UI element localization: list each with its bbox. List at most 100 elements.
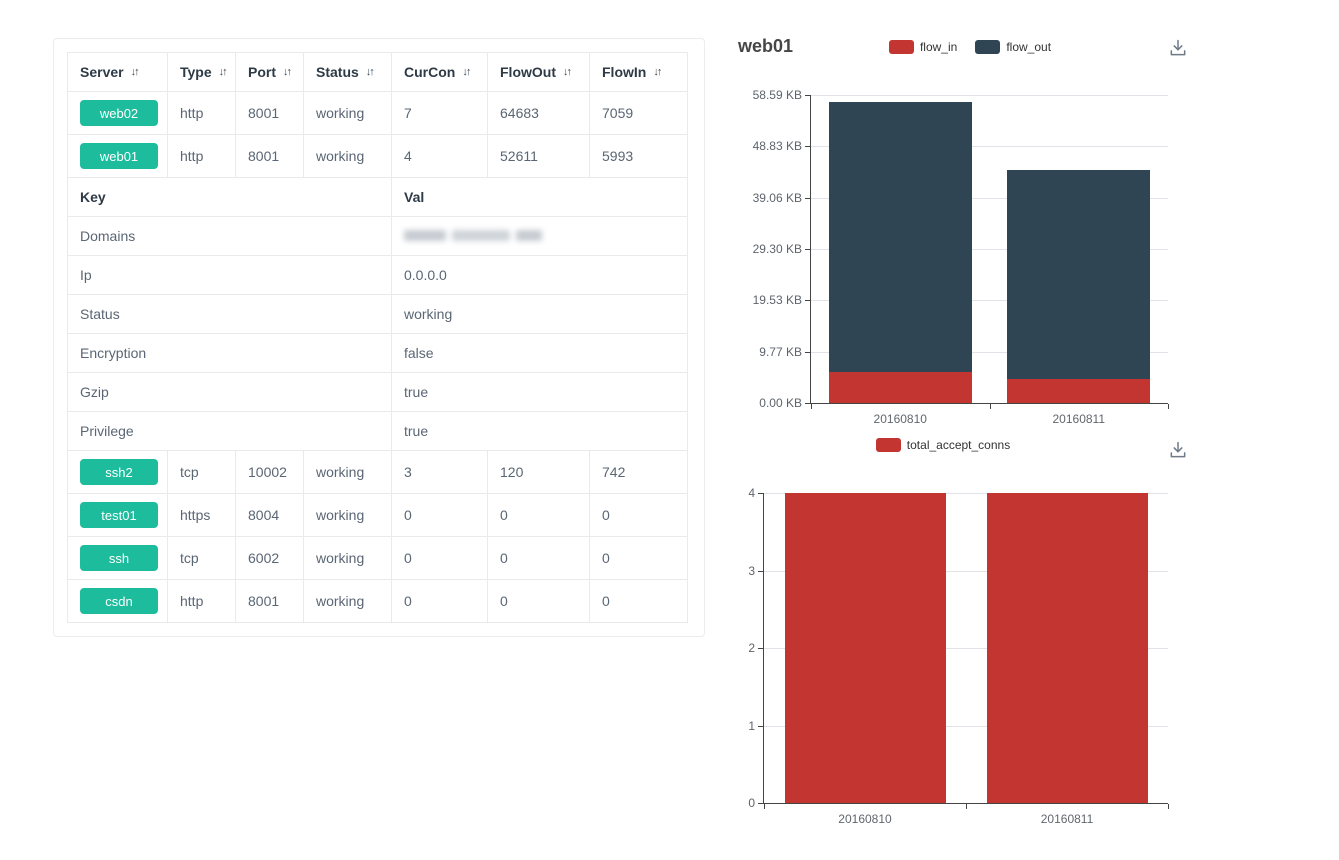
y-axis-label: 0.00 KB: [759, 396, 802, 410]
server-badge-test01[interactable]: test01: [80, 502, 158, 528]
legend-item-flow_in[interactable]: flow_in: [888, 40, 958, 54]
bar-segment-total_accept_conns: [784, 493, 946, 803]
column-label: FlowOut: [500, 64, 556, 80]
x-axis-label: 20160810: [838, 812, 892, 826]
server-cell: web02: [67, 91, 168, 135]
sort-icon[interactable]: ↓↑: [218, 66, 228, 78]
gridline: [764, 493, 1168, 494]
server-row-web02: web02 http 8001 working 7 64683 7059: [67, 91, 688, 135]
detail-row-ip: Ip 0.0.0.0: [67, 255, 688, 295]
detail-key-cell: Ip: [67, 255, 392, 295]
port-cell: 6002: [235, 536, 304, 580]
curcon-cell: 0: [391, 536, 488, 580]
y-axis-tick: [758, 803, 763, 804]
detail-row-gzip: Gzip true: [67, 372, 688, 412]
save-as-image-icon-flow-chart[interactable]: [1168, 38, 1188, 58]
server-row-ssh2: ssh2 tcp 10002 working 3 120 742: [67, 450, 688, 494]
flow-chart-plot-area: 0.00 KB 9.77 KB 19.53 KB 29.30 KB 39.06 KB 48…: [753, 88, 1169, 426]
legend-label: total_accept_conns: [906, 438, 1011, 452]
sort-icon[interactable]: ↓↑: [653, 66, 662, 78]
port-cell: 8001: [235, 91, 304, 135]
x-axis-tick: [989, 404, 991, 409]
y-axis-label: 4: [748, 486, 755, 500]
column-header-status[interactable]: Status ↓↑: [303, 52, 392, 92]
type-cell: https: [167, 493, 236, 537]
detail-val-cell: true: [391, 372, 688, 412]
bar-segment-total_accept_conns: [986, 493, 1148, 803]
status-cell: working: [303, 450, 392, 494]
x-axis-label: 20160811: [1040, 812, 1094, 826]
column-header-flowout[interactable]: FlowOut ↓↑: [487, 52, 590, 92]
server-cell: ssh2: [67, 450, 168, 494]
sort-icon[interactable]: ↓↑: [462, 66, 471, 78]
detail-val-cell: working: [391, 294, 688, 334]
x-axis-label: 20160811: [1052, 412, 1106, 426]
y-axis-label: 2: [748, 641, 755, 655]
column-label: Type: [180, 64, 212, 80]
y-axis-tick: [805, 403, 810, 404]
detail-key-cell: Encryption: [67, 333, 392, 373]
bar-segment-flow_in: [1007, 379, 1151, 403]
flowout-cell: 120: [487, 450, 590, 494]
column-label: Status: [316, 64, 359, 80]
detail-key-cell: Status: [67, 294, 392, 334]
legend-label: flow_out: [1006, 40, 1052, 54]
legend-label: flow_in: [919, 40, 958, 54]
column-header-port[interactable]: Port ↓↑: [235, 52, 304, 92]
bar-20160811: [986, 493, 1148, 803]
column-header-content: Status ↓↑: [316, 64, 379, 80]
servers-card: Server ↓↑ Type ↓↑ Port ↓↑ Status ↓↑ CurCon ↓↑ Flow…: [53, 38, 705, 637]
detail-val-cell: 0.0.0.0: [391, 255, 688, 295]
detail-val-cell: false: [391, 333, 688, 373]
server-cell: web01: [67, 134, 168, 178]
sort-icon[interactable]: ↓↑: [283, 66, 292, 78]
y-axis-label: 58.59 KB: [752, 88, 802, 102]
server-badge-web02[interactable]: web02: [80, 100, 158, 126]
column-header-content: FlowOut ↓↑: [500, 64, 577, 80]
x-axis-tick: [811, 404, 812, 409]
bar-20160811: [1007, 170, 1151, 403]
y-axis-label: 0: [748, 796, 755, 810]
flowout-cell: 0: [487, 536, 590, 580]
sort-icon[interactable]: ↓↑: [563, 66, 572, 78]
legend-item-total_accept_conns[interactable]: total_accept_conns: [875, 438, 1011, 452]
server-badge-web01[interactable]: web01: [80, 143, 158, 169]
column-header-content: Port ↓↑: [248, 64, 292, 80]
server-badge-ssh2[interactable]: ssh2: [80, 459, 158, 485]
flowin-cell: 742: [589, 450, 688, 494]
gridline: [811, 248, 1168, 250]
column-header-type[interactable]: Type ↓↑: [167, 52, 236, 92]
y-axis-tick: [805, 248, 810, 250]
column-header-server[interactable]: Server ↓↑: [67, 52, 168, 92]
save-as-image-icon-conns-chart[interactable]: [1168, 440, 1188, 460]
column-header-content: CurCon ↓↑: [404, 64, 475, 80]
flowin-cell: 0: [589, 536, 688, 580]
curcon-cell: 0: [391, 493, 488, 537]
servers-table: Server ↓↑ Type ↓↑ Port ↓↑ Status ↓↑ CurCon ↓↑ Flow…: [67, 52, 688, 623]
port-cell: 10002: [235, 450, 304, 494]
y-axis-label: 48.83 KB: [752, 139, 802, 154]
curcon-cell: 7: [391, 91, 488, 135]
y-axis-tick: [805, 300, 810, 302]
sort-icon[interactable]: ↓↑: [130, 66, 140, 78]
legend-item-flow_out[interactable]: flow_out: [975, 40, 1051, 54]
legend-marker-total_accept_conns: [875, 438, 901, 452]
x-axis-tick: [1168, 804, 1169, 809]
server-badge-ssh[interactable]: ssh: [80, 545, 158, 571]
server-row-web01: web01 http 8001 working 4 52611 5993: [67, 134, 688, 178]
bar-segment-flow_out: [1007, 170, 1151, 380]
flowin-cell: 7059: [589, 91, 688, 135]
gridline: [811, 197, 1168, 199]
column-label: Port: [248, 64, 276, 80]
gridline: [811, 351, 1168, 353]
column-header-curcon[interactable]: CurCon ↓↑: [391, 52, 488, 92]
detail-val-cell: [391, 216, 688, 256]
server-badge-csdn[interactable]: csdn: [80, 588, 158, 614]
column-header-flowin[interactable]: FlowIn ↓↑: [589, 52, 688, 92]
y-axis-tick: [758, 493, 763, 494]
port-cell: 8001: [235, 579, 304, 623]
y-axis-label: 19.53 KB: [752, 293, 802, 308]
legend-marker-flow_in: [888, 40, 914, 54]
sort-icon[interactable]: ↓↑: [365, 66, 375, 78]
y-axis-tick: [758, 570, 763, 572]
